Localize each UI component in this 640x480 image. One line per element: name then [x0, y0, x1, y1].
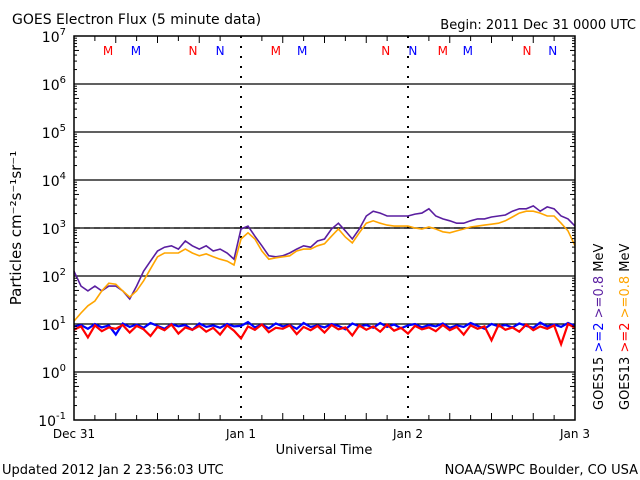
marker-n-goes15: N	[216, 44, 225, 58]
marker-n-goes13: N	[381, 44, 390, 58]
footer-source: NOAA/SWPC Boulder, CO USA	[445, 463, 638, 478]
x-tick-label: Jan 1	[225, 427, 256, 441]
footer-updated: Updated 2012 Jan 2 23:56:03 UTC	[2, 463, 224, 478]
marker-m-goes13: M	[103, 44, 113, 58]
x-tick-label: Dec 31	[53, 427, 95, 441]
y-tick-label: 103	[42, 219, 66, 238]
legend-goes15: GOES15 >=2 >=0.8 MeV	[592, 244, 607, 410]
y-axis-label: Particles cm⁻²s⁻¹sr⁻¹	[7, 151, 25, 305]
y-tick-label: 105	[42, 123, 66, 142]
marker-m-goes15: M	[463, 44, 473, 58]
chart-title: GOES Electron Flux (5 minute data)	[12, 12, 261, 28]
legend-goes13: GOES13 >=2 >=0.8 MeV	[618, 244, 633, 410]
marker-m-goes13: M	[438, 44, 448, 58]
y-tick-label: 106	[42, 75, 66, 94]
begin-label: Begin: 2011 Dec 31 0000 UTC	[440, 18, 636, 33]
y-tick-label: 10-1	[38, 411, 66, 430]
y-tick-label: 102	[42, 267, 66, 286]
y-tick-label: 104	[42, 171, 66, 190]
marker-m-goes13: M	[271, 44, 281, 58]
marker-n-goes15: N	[408, 44, 417, 58]
series-line-goes13-0-8-mev	[73, 210, 576, 322]
marker-n-goes15: N	[548, 44, 557, 58]
x-axis-label: Universal Time	[276, 443, 373, 458]
x-tick-label: Jan 3	[559, 427, 590, 441]
marker-m-goes15: M	[297, 44, 307, 58]
y-tick-label: 101	[42, 315, 66, 334]
marker-n-goes13: N	[188, 44, 197, 58]
series-line-goes15-0-8-mev	[73, 204, 576, 301]
marker-n-goes13: N	[522, 44, 531, 58]
y-tick-label: 100	[42, 363, 66, 382]
series-line-goes13-2-mev	[73, 322, 576, 348]
marker-m-goes15: M	[131, 44, 141, 58]
x-tick-label: Jan 2	[392, 427, 423, 441]
y-tick-label: 107	[42, 27, 66, 46]
